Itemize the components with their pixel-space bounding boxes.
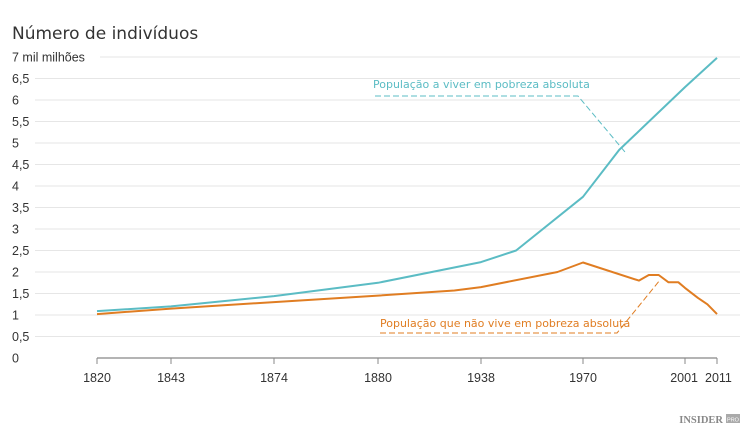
y-tick-label: 5 xyxy=(12,137,19,151)
y-tick-label: 7 mil milhões xyxy=(12,51,85,65)
annotations: População a viver em pobreza absoluta Po… xyxy=(373,78,661,334)
grid xyxy=(35,56,740,337)
y-tick-label: 4,5 xyxy=(12,158,29,172)
logo-text: INSIDER xyxy=(679,415,723,426)
logo-badge-text: PRO xyxy=(727,417,740,423)
x-tick-label: 1874 xyxy=(260,371,288,385)
y-tick-label: 3,5 xyxy=(12,201,29,215)
x-tick-label: 2001 xyxy=(670,371,698,385)
x-tick-label: 1938 xyxy=(467,371,495,385)
series-label-orange: População que não vive em pobreza absolu… xyxy=(380,317,630,330)
series-label-teal: População a viver em pobreza absoluta xyxy=(373,78,590,91)
y-tick-label: 0,5 xyxy=(12,330,29,344)
x-tick-label: 2011 xyxy=(705,371,732,385)
series-line-teal xyxy=(96,57,718,313)
y-tick-label: 1,5 xyxy=(12,287,29,301)
y-tick-label: 2,5 xyxy=(12,244,29,258)
series-line-orange xyxy=(96,261,718,316)
y-tick-label: 4 xyxy=(12,180,19,194)
y-tick-label: 0 xyxy=(12,352,19,366)
y-tick-label: 6,5 xyxy=(12,72,29,86)
chart-title: Número de indivíduos xyxy=(12,24,198,44)
logo-badge xyxy=(726,414,740,423)
x-tick-label: 1880 xyxy=(364,371,392,385)
x-tick-label: 1820 xyxy=(83,371,111,385)
annotation-leader-teal xyxy=(375,95,626,153)
logo: INSIDER PRO xyxy=(679,414,740,426)
x-tick-label: 1970 xyxy=(569,371,597,385)
axes: 0 0,5 1 1,5 2 2,5 3 3,5 4 4,5 5 5,5 6 6,5 7 mil milhõe… xyxy=(12,51,732,386)
annotation-leader-orange xyxy=(380,279,661,334)
series-lines xyxy=(96,57,718,316)
y-tick-label: 2 xyxy=(12,266,19,280)
y-tick-label: 5,5 xyxy=(12,115,29,129)
y-tick-label: 3 xyxy=(12,223,19,237)
x-tick-label: 1843 xyxy=(157,371,185,385)
y-tick-label: 1 xyxy=(12,309,19,323)
y-tick-label: 6 xyxy=(12,94,19,108)
